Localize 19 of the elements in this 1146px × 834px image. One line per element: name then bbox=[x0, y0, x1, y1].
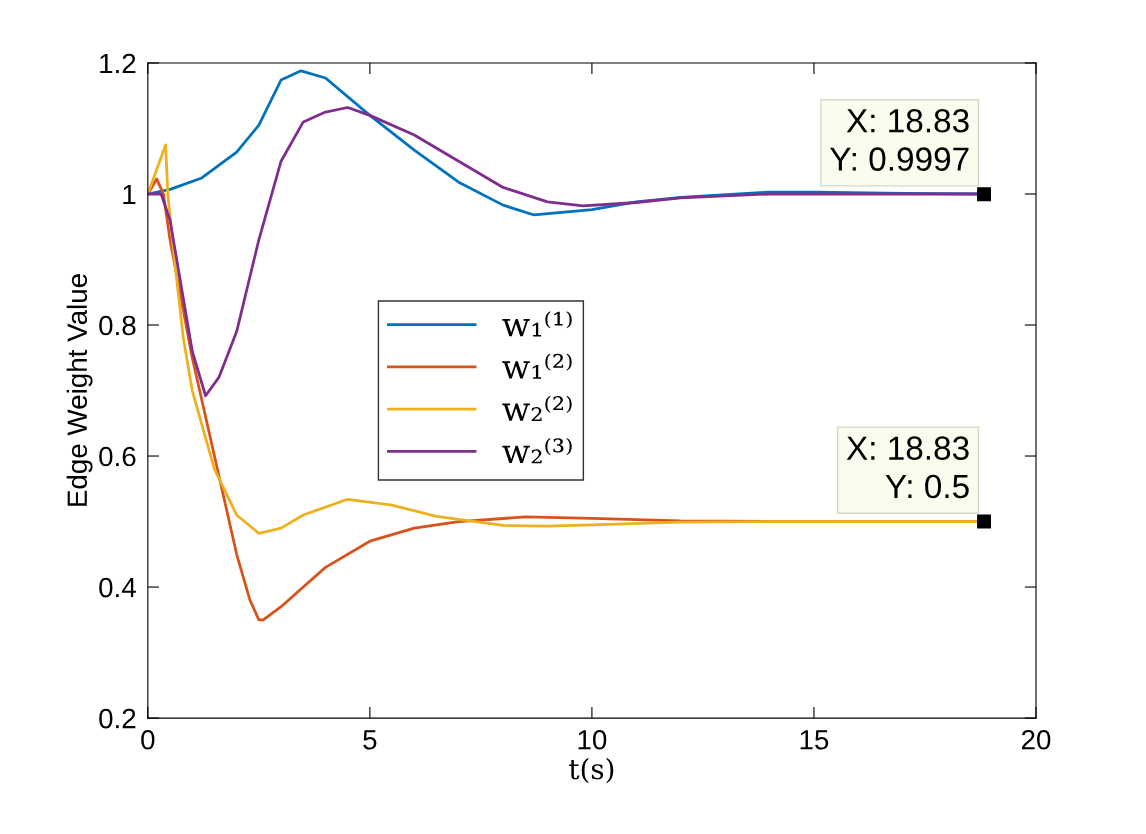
x-tick-label: 15 bbox=[800, 730, 829, 750]
x-tick-label: 20 bbox=[1021, 729, 1051, 750]
legend-label: w₁⁽²⁾ bbox=[502, 353, 572, 379]
y-tick-label: 0.4 bbox=[99, 577, 136, 598]
legend-label: w₂⁽²⁾ bbox=[502, 395, 572, 421]
annotation: X: 18.83 Y: 0.5 bbox=[846, 436, 969, 499]
x-tick-label: 0 bbox=[141, 729, 155, 750]
y-tick-label: 0.2 bbox=[99, 708, 136, 729]
y-tick-label: 0.8 bbox=[99, 315, 136, 336]
y-tick-label: 0.6 bbox=[99, 446, 136, 467]
x-tick-label: 10 bbox=[578, 729, 607, 750]
legend-label: w₁⁽¹⁾ bbox=[502, 311, 572, 337]
x-tick-label: 5 bbox=[363, 730, 377, 750]
y-tick-label: 1.2 bbox=[100, 53, 136, 74]
annotation: X: 18.83 Y: 0.9997 bbox=[830, 109, 969, 171]
y-tick-label: 1 bbox=[123, 184, 136, 205]
y-axis-title: Edge Weight Value bbox=[66, 274, 93, 506]
x-axis-title: t(s) bbox=[569, 757, 614, 784]
legend-label: w₂⁽³⁾ bbox=[502, 438, 572, 464]
